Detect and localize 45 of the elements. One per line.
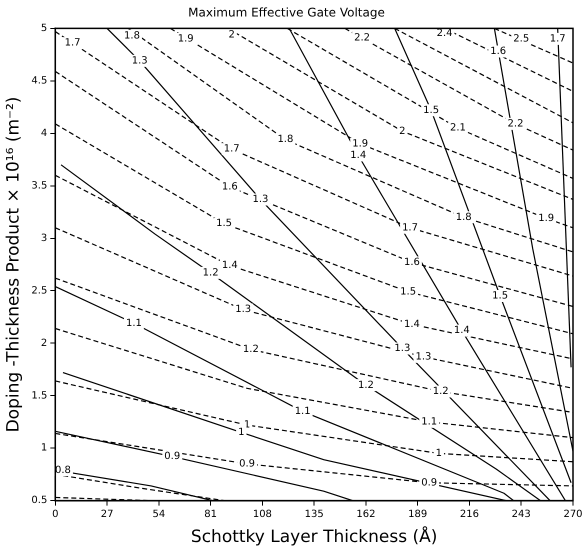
x-tick-label: 162 [356, 509, 376, 520]
y-tick-label: 2.5 [31, 285, 48, 296]
x-tick-label: 270 [563, 509, 583, 520]
x-tick-label: 189 [408, 509, 428, 520]
y-tick-label: 3 [40, 232, 48, 244]
x-tick-label: 135 [304, 509, 324, 520]
x-tick-label: 243 [512, 509, 531, 520]
y-tick-label: 5 [40, 22, 48, 34]
annotation: 2 [228, 29, 235, 40]
y-tick-label: 4 [40, 128, 48, 139]
annotation: 1.2 [242, 344, 259, 356]
annotation: 0.8 [55, 464, 71, 476]
annotation: 2.1 [450, 122, 466, 134]
x-tick-label: 54 [152, 509, 166, 520]
annotation: 1.4 [404, 318, 420, 330]
chart-title: Maximum Effective Gate Voltage [188, 5, 385, 20]
x-tick-label: 216 [460, 509, 480, 520]
x-tick-label: 108 [252, 509, 272, 520]
annotation: 1 [238, 426, 244, 438]
annotation: 1.9 [178, 33, 194, 44]
annotation: 2 [399, 126, 406, 137]
annotation: 1.6 [490, 46, 506, 58]
y-tick-label: 4.5 [31, 75, 48, 86]
annotation: 2.4 [436, 28, 452, 40]
annotation: 2.5 [513, 33, 530, 44]
annotation: 1 [436, 448, 442, 459]
y-tick-label: 1 [40, 442, 48, 454]
annotation: 1.4 [350, 150, 366, 161]
annotation: 1.5 [492, 290, 508, 302]
x-axis-title: Schottky Layer Thickness (Å) [190, 526, 438, 548]
y-tick-label: 3.5 [31, 180, 48, 192]
y-tick-label: 1.5 [31, 390, 48, 402]
x-tick-label: 0 [52, 509, 58, 520]
annotation: 1.8 [124, 30, 140, 42]
y-axis-title: Doping -Thickness Product × 10¹⁶ (m⁻²) [4, 96, 24, 432]
y-tick-label: 2 [40, 338, 48, 349]
annotation: 1.7 [64, 38, 81, 49]
annotation: 1.5 [400, 286, 416, 298]
annotation: 2.2 [354, 32, 370, 44]
annotation: 1.9 [538, 212, 554, 224]
annotation: 1.8 [277, 134, 294, 146]
y-tick-label: 0.5 [31, 495, 48, 506]
x-tick-label: 27 [100, 509, 114, 520]
annotation: 1.7 [550, 33, 566, 44]
x-tick-label: 81 [204, 509, 217, 520]
